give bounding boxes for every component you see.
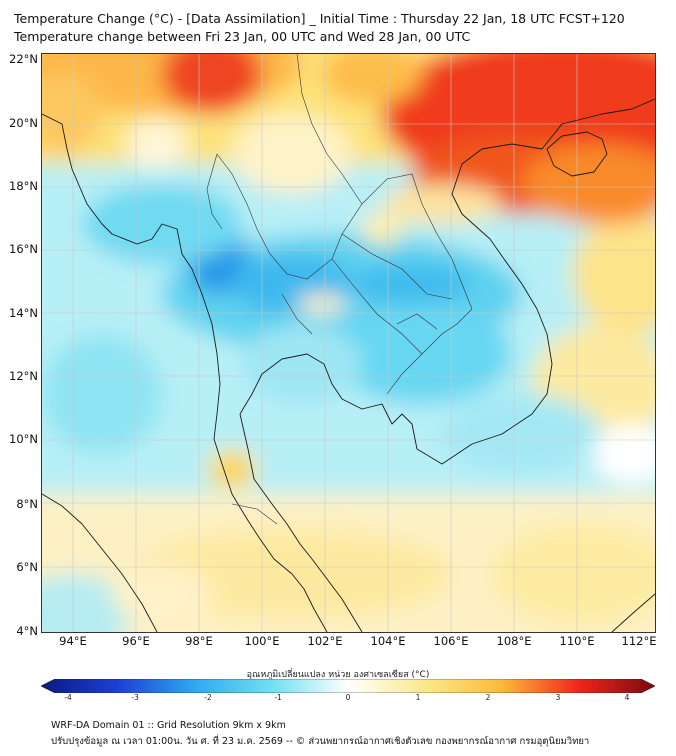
lat-label-4n: 4°N bbox=[16, 624, 38, 638]
lon-label-96e: 96°E bbox=[122, 634, 150, 648]
lon-label-102e: 102°E bbox=[307, 634, 343, 648]
map-title: Temperature Change (°C) - [Data Assimila… bbox=[14, 11, 625, 26]
lat-label-10n: 10°N bbox=[9, 432, 38, 446]
colorbar-tick: 3 bbox=[555, 693, 561, 702]
colorbar-tick: -4 bbox=[64, 693, 72, 702]
colorbar-tick: 0 bbox=[345, 693, 351, 702]
lon-label-110e: 110°E bbox=[559, 634, 595, 648]
lon-label-98e: 98°E bbox=[185, 634, 213, 648]
colorbar-tick: -3 bbox=[131, 693, 139, 702]
temperature-change-map bbox=[41, 53, 656, 633]
lat-label-12n: 12°N bbox=[9, 369, 38, 383]
colorbar-title: อุณหภูมิเปลี่ยนแปลง หน่วย องศาเซลเซียส (… bbox=[246, 670, 430, 680]
lat-label-6n: 6°N bbox=[16, 560, 38, 574]
lat-label-20n: 20°N bbox=[9, 116, 38, 130]
colorbar-tick: 2 bbox=[485, 693, 491, 702]
map-subtitle: Temperature change between Fri 23 Jan, 0… bbox=[14, 29, 471, 44]
colorbar-tick: 1 bbox=[415, 693, 421, 702]
lon-label-112e: 112°E bbox=[621, 634, 657, 648]
lat-label-22n: 22°N bbox=[9, 52, 38, 66]
lon-label-108e: 108°E bbox=[496, 634, 532, 648]
colorbar-tick: 4 bbox=[624, 693, 630, 702]
lat-label-16n: 16°N bbox=[9, 242, 38, 256]
lon-label-104e: 104°E bbox=[370, 634, 406, 648]
update-credit: ปรับปรุงข้อมูล ณ เวลา 01:00น. วัน ศ. ที่… bbox=[51, 736, 590, 747]
lat-label-14n: 14°N bbox=[9, 306, 38, 320]
colorbar-gradient bbox=[41, 679, 655, 693]
lon-label-94e: 94°E bbox=[59, 634, 87, 648]
model-info: WRF-DA Domain 01 :: Grid Resolution 9km … bbox=[51, 720, 286, 731]
country-borders bbox=[206, 54, 473, 525]
lon-label-100e: 100°E bbox=[244, 634, 280, 648]
lat-label-18n: 18°N bbox=[9, 179, 38, 193]
temperature-field bbox=[42, 54, 655, 632]
colorbar bbox=[41, 679, 655, 693]
lon-label-106e: 106°E bbox=[433, 634, 469, 648]
lat-label-8n: 8°N bbox=[16, 497, 38, 511]
colorbar-tick: -2 bbox=[204, 693, 212, 702]
coastlines bbox=[42, 98, 655, 632]
colorbar-tick: -1 bbox=[274, 693, 282, 702]
graticule bbox=[42, 54, 655, 632]
